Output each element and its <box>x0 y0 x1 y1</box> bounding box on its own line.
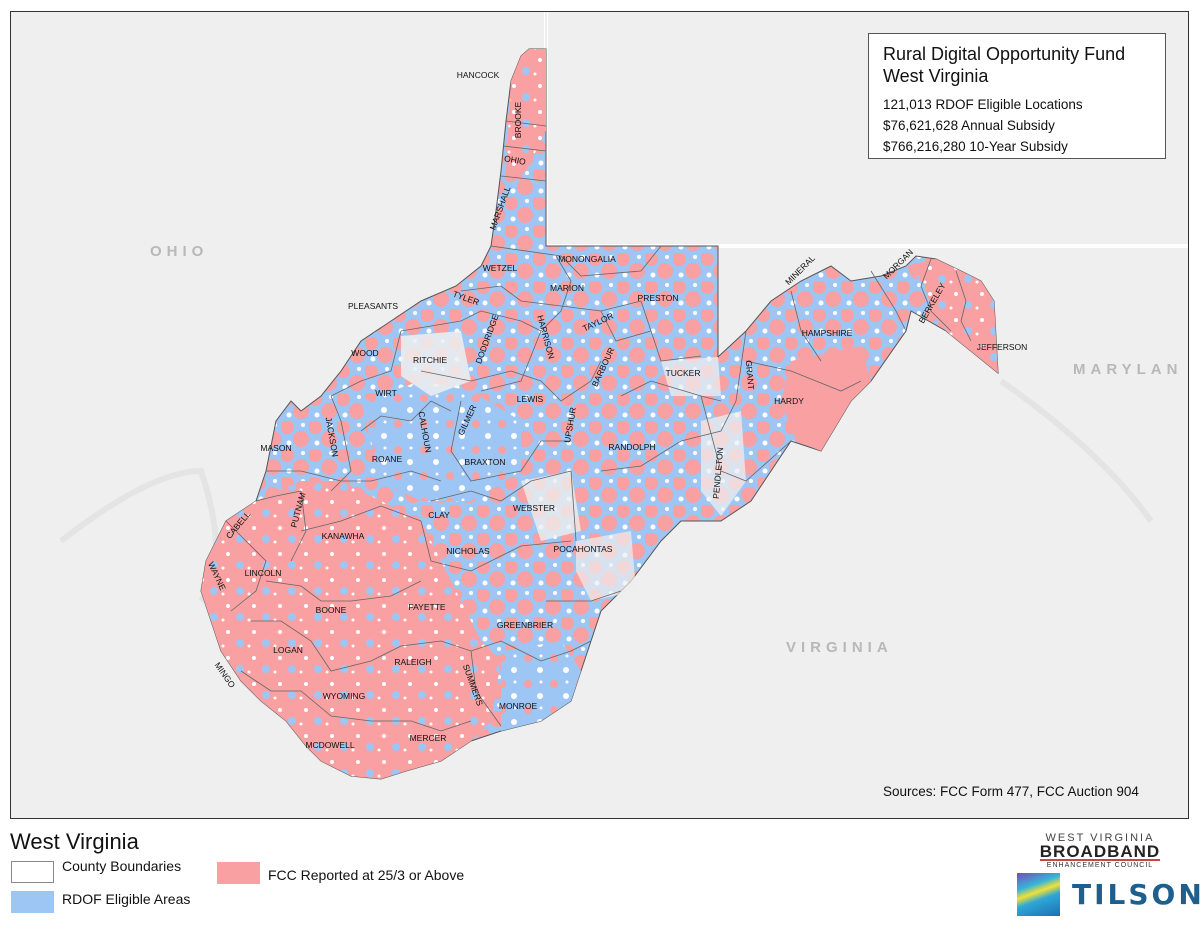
legend-label: FCC Reported at 25/3 or Above <box>268 867 465 883</box>
county-label-tucker: TUCKER <box>665 368 701 378</box>
county-label-ritchie: RITCHIE <box>413 355 447 365</box>
tilson-logo: TILSON <box>1017 873 1200 916</box>
wv-broadband-council-logo: WEST VIRGINIA BROADBAND ENHANCEMENT COUN… <box>1020 832 1180 869</box>
ohio-background-label: OHIO <box>150 243 209 260</box>
county-label-clay: CLAY <box>428 510 450 520</box>
county-label-braxton: BRAXTON <box>464 457 506 467</box>
fcc-25-3-swatch <box>217 862 260 884</box>
county-label-jefferson: JEFFERSON <box>976 342 1028 352</box>
county-label-lewis: LEWIS <box>516 394 544 404</box>
county-label-wirt: WIRT <box>375 388 397 398</box>
tilson-mark-icon <box>1017 873 1060 916</box>
county-label-preston: PRESTON <box>637 293 679 303</box>
county-label-randolph: RANDOLPH <box>608 442 656 452</box>
rdof-eligible-swatch <box>11 891 54 913</box>
county-label-webster: WEBSTER <box>512 503 556 513</box>
info-title: Rural Digital Opportunity Fund <box>883 44 1126 64</box>
county-label-mcdowell: MCDOWELL <box>305 740 355 750</box>
county-label-boone: BOONE <box>315 605 347 615</box>
info-subtitle: West Virginia <box>883 66 989 86</box>
legend-item-county-boundaries: County Boundaries <box>11 858 182 883</box>
state-map <box>59 12 1188 780</box>
county-label-hardy: HARDY <box>774 396 804 406</box>
county-label-pleasants: PLEASANTS <box>347 301 399 311</box>
county-label-hancock: HANCOCK <box>456 70 500 80</box>
county-label-monroe: MONROE <box>498 701 538 711</box>
county-label-logan: LOGAN <box>273 645 303 655</box>
county-label-wetzel: WETZEL <box>482 263 518 273</box>
county-label-nicholas: NICHOLAS <box>446 546 490 556</box>
county-label-wood: WOOD <box>351 348 379 358</box>
ten-year-subsidy: $766,216,280 10-Year Subsidy <box>883 139 1068 154</box>
tilson-wordmark: TILSON <box>1072 878 1200 911</box>
county-label-greenbrier: GREENBRIER <box>496 620 554 630</box>
county-label-fayette: FAYETTE <box>408 602 446 612</box>
county-label-lincoln: LINCOLN <box>244 568 282 578</box>
county-label-monongalia: MONONGALIA <box>558 254 616 264</box>
legend-item-rdof-eligible: RDOF Eligible Areas <box>11 891 190 913</box>
county-label-kanawha: KANAWHA <box>321 531 365 541</box>
county-boundary-swatch <box>11 861 54 883</box>
logo-line-1: WEST VIRGINIA <box>1045 832 1155 844</box>
info-box: Rural Digital Opportunity Fund West Virg… <box>868 33 1166 159</box>
virginia-background-label: VIRGINIA <box>786 639 893 656</box>
sources-note: Sources: FCC Form 477, FCC Auction 904 <box>883 784 1139 799</box>
maryland-background-label: MARYLAN <box>1073 361 1183 378</box>
legend-title: West Virginia <box>10 829 139 854</box>
county-label-mason: MASON <box>260 443 292 453</box>
legend-item-fcc-25-3: FCC Reported at 25/3 or Above <box>217 862 464 884</box>
county-label-marion: MARION <box>550 283 584 293</box>
county-label-roane: ROANE <box>371 454 403 464</box>
county-label-wyoming: WYOMING <box>322 691 366 701</box>
logo-line-3: ENHANCEMENT COUNCIL <box>1046 862 1154 869</box>
logo-line-2: BROADBAND <box>1039 842 1161 861</box>
county-label-raleigh: RALEIGH <box>394 657 432 667</box>
county-label-pocahontas: POCAHONTAS <box>553 544 613 554</box>
county-label-brooke: BROOKE <box>513 101 523 139</box>
county-label-mercer: MERCER <box>409 733 447 743</box>
county-label-hampshire: HAMPSHIRE <box>801 328 853 338</box>
eligible-locations: 121,013 RDOF Eligible Locations <box>883 97 1083 112</box>
legend-label: County Boundaries <box>62 858 182 874</box>
legend-label: RDOF Eligible Areas <box>62 891 191 907</box>
annual-subsidy: $76,621,628 Annual Subsidy <box>883 118 1055 133</box>
